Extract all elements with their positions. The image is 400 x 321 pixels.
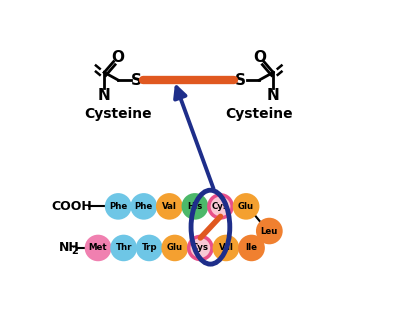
Text: 2: 2 [71, 246, 78, 256]
Text: Cys: Cys [212, 202, 229, 211]
Circle shape [138, 236, 161, 259]
Text: N: N [98, 88, 111, 103]
Text: COOH: COOH [51, 200, 92, 213]
Circle shape [183, 195, 206, 218]
Text: Glu: Glu [238, 202, 254, 211]
Text: N: N [267, 88, 280, 103]
Text: His: His [187, 202, 202, 211]
Circle shape [240, 236, 263, 259]
Circle shape [209, 195, 232, 218]
Text: S: S [235, 73, 246, 88]
Text: Leu: Leu [261, 227, 278, 236]
Text: Val: Val [218, 243, 233, 252]
Circle shape [258, 220, 281, 243]
Text: Val: Val [162, 202, 177, 211]
Circle shape [214, 236, 238, 259]
Text: Cys: Cys [192, 243, 209, 252]
Text: O: O [112, 49, 125, 65]
Text: Thr: Thr [115, 243, 132, 252]
Circle shape [132, 195, 155, 218]
Circle shape [189, 236, 212, 259]
Circle shape [106, 195, 130, 218]
Text: Ile: Ile [246, 243, 258, 252]
Text: Phe: Phe [135, 202, 153, 211]
Text: Phe: Phe [109, 202, 127, 211]
Text: NH: NH [59, 241, 80, 255]
Circle shape [234, 195, 258, 218]
Text: Met: Met [89, 243, 107, 252]
Text: S: S [131, 73, 142, 88]
Text: Glu: Glu [167, 243, 183, 252]
Text: O: O [253, 49, 266, 65]
Circle shape [163, 236, 186, 259]
Circle shape [86, 236, 110, 259]
Circle shape [158, 195, 181, 218]
Text: Cysteine: Cysteine [226, 107, 293, 121]
Text: Cysteine: Cysteine [84, 107, 152, 121]
Text: Trp: Trp [141, 243, 157, 252]
Circle shape [112, 236, 135, 259]
